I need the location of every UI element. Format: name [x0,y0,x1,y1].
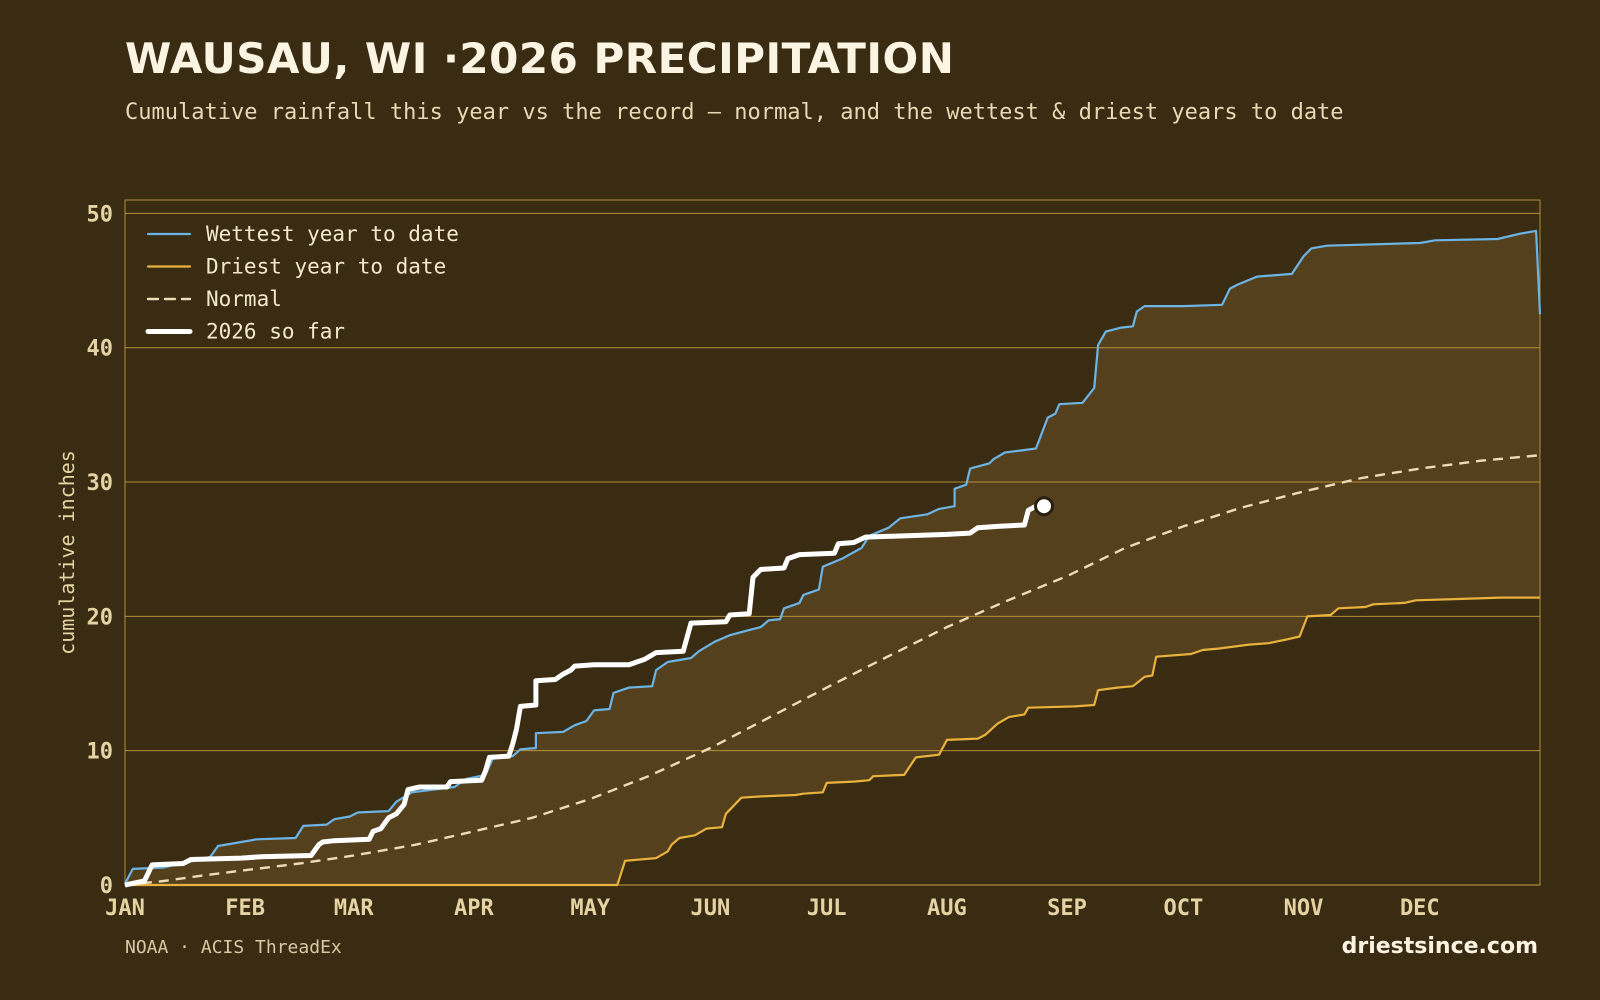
legend-driest: Driest year to date [146,255,446,279]
y-tick-label: 10 [87,740,114,765]
y-axis-label: cumulative inches [55,450,79,655]
x-tick-label: DEC [1400,896,1440,921]
x-tick-label: MAY [570,896,610,921]
brand-link[interactable]: driestsince.com [1341,934,1538,959]
record-range-band [125,230,1540,885]
y-tick-label: 40 [87,337,114,362]
axis-layer: 0 10 20 30 40 50 JAN FEB MAR APR MAY JUN JUL AUG SEP OC… [55,202,1440,921]
x-tick-label: SEP [1047,896,1087,921]
band-layer [125,230,1540,885]
x-tick-label: AUG [927,896,967,921]
legend: Wettest year to date Driest year to date N… [145,222,459,344]
legend-label: Wettest year to date [206,222,459,246]
plot-frame [124,199,1541,886]
current-value-marker [1034,496,1055,517]
x-tick-label: JAN [105,896,145,921]
source-credit: NOAA · ACIS ThreadEx [125,937,342,958]
legend-label: Normal [206,287,282,311]
legend-wettest: Wettest year to date [146,222,459,246]
series-line-driest [125,596,1540,887]
y-tick-label: 50 [87,202,114,227]
y-tick-label: 0 [100,874,113,899]
x-tick-label: JUL [807,896,847,921]
x-tick-label: MAR [334,896,374,921]
series-line-normal [124,454,1541,887]
legend-label: 2026 so far [206,320,345,344]
page-title: WAUSAU, WI ·2026 PRECIPITATION [125,34,955,83]
series-line-current [124,503,1038,888]
y-tick-label: 20 [87,605,114,630]
x-tick-label: JUN [691,896,731,921]
x-tick-label: FEB [225,896,265,921]
grid-layer [124,199,1541,886]
legend-current: 2026 so far [145,320,345,344]
series-line-wettest [124,229,1542,885]
page-subtitle: Cumulative rainfall this year vs the rec… [125,100,1344,125]
y-tick-label: 30 [87,471,114,496]
legend-normal: Normal [146,287,282,311]
series-layer [124,229,1542,888]
x-tick-label: NOV [1284,896,1324,921]
x-tick-label: APR [454,896,494,921]
x-tick-label: OCT [1163,896,1203,921]
legend-label: Driest year to date [206,255,446,279]
